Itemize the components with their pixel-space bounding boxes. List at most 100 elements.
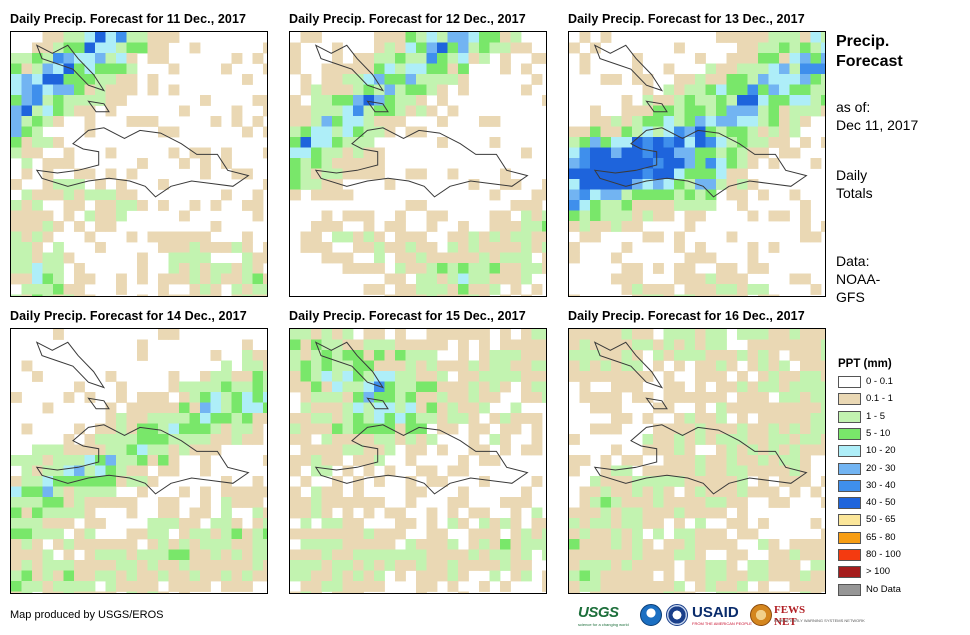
precip-cell xyxy=(11,116,22,127)
precip-cell xyxy=(489,116,501,127)
precip-cell xyxy=(590,507,601,519)
precip-cell xyxy=(737,465,748,477)
precip-cell xyxy=(21,95,33,106)
precip-cell xyxy=(332,371,343,382)
precip-cell xyxy=(600,570,612,582)
precip-cell xyxy=(405,242,417,253)
precip-cell xyxy=(11,549,22,561)
precip-cell xyxy=(621,179,633,190)
precip-cell xyxy=(621,284,633,295)
precip-cell xyxy=(210,402,222,414)
precip-cell xyxy=(642,116,654,127)
precip-cell xyxy=(653,294,664,296)
precip-cell xyxy=(63,581,75,592)
precip-cell xyxy=(447,53,459,64)
precip-cell xyxy=(32,284,43,295)
precip-cell xyxy=(800,339,811,351)
precip-cell xyxy=(590,116,601,127)
precip-cell xyxy=(137,339,148,351)
precip-cell xyxy=(321,570,333,582)
precip-cell xyxy=(737,455,748,466)
precip-cell xyxy=(590,158,601,169)
precip-cell xyxy=(632,158,643,169)
precip-cell xyxy=(579,350,591,361)
precip-cell xyxy=(458,273,469,285)
precip-cell xyxy=(684,252,696,264)
precip-cell xyxy=(653,486,664,498)
precip-cell xyxy=(810,434,822,445)
precip-cell xyxy=(42,63,54,75)
precip-cell xyxy=(800,63,811,75)
precip-cell xyxy=(600,528,612,540)
precip-cell xyxy=(758,392,769,403)
precip-cell xyxy=(684,434,696,445)
precip-cell xyxy=(53,53,64,64)
precip-cell xyxy=(321,221,333,232)
precip-cell xyxy=(21,105,33,117)
precip-cell xyxy=(611,200,622,211)
precip-cell xyxy=(11,518,22,529)
precip-cell xyxy=(695,465,706,477)
precip-cell xyxy=(63,518,75,529)
precip-cell xyxy=(447,402,459,414)
precip-cell xyxy=(63,539,75,550)
precip-cell xyxy=(510,560,522,571)
precip-cell xyxy=(353,231,364,243)
precip-cell xyxy=(95,486,106,498)
precip-cell xyxy=(674,392,685,403)
precip-cell xyxy=(311,242,322,253)
precip-cell xyxy=(395,252,406,264)
precip-cell xyxy=(21,423,33,435)
precip-cell xyxy=(311,116,322,127)
precip-cell xyxy=(374,74,385,85)
precip-cell xyxy=(716,168,727,180)
usaid-logo: USAID xyxy=(692,604,739,621)
precip-cell xyxy=(747,486,759,498)
precip-cell xyxy=(542,371,546,382)
precip-cell xyxy=(221,263,232,274)
precip-cell xyxy=(42,444,54,456)
precip-cell xyxy=(632,189,643,201)
precip-cell xyxy=(821,74,825,85)
precip-cell xyxy=(569,137,580,148)
precip-cell xyxy=(74,476,85,487)
precip-cell xyxy=(674,242,685,253)
precip-cell xyxy=(300,518,312,529)
precip-cell xyxy=(168,465,180,477)
precip-cell xyxy=(53,455,64,466)
precip-cell xyxy=(53,560,64,571)
precip-cell xyxy=(32,560,43,571)
precip-cell xyxy=(600,210,612,222)
precip-cell xyxy=(63,158,75,169)
precip-cell xyxy=(695,423,706,435)
precip-cell xyxy=(426,413,438,424)
precip-cell xyxy=(663,591,675,593)
precip-cell xyxy=(353,116,364,127)
precip-cell xyxy=(789,549,801,561)
precip-cell xyxy=(242,74,253,85)
precip-cell xyxy=(105,42,117,54)
precip-cell xyxy=(663,137,675,148)
precip-cell xyxy=(768,350,780,361)
precip-cell xyxy=(405,360,417,372)
precip-cell xyxy=(311,231,322,243)
precip-cell xyxy=(32,147,43,159)
precip-cell xyxy=(458,339,469,351)
precip-cell xyxy=(674,137,685,148)
precip-cell xyxy=(726,95,738,106)
precip-cell xyxy=(468,273,480,285)
precip-cell xyxy=(695,518,706,529)
precip-cell xyxy=(479,231,490,243)
precip-cell xyxy=(642,339,654,351)
precip-cell xyxy=(252,528,264,540)
precip-cell xyxy=(705,528,717,540)
precip-cell xyxy=(758,570,769,582)
precip-cell xyxy=(363,53,375,64)
precip-cell xyxy=(521,497,532,508)
precip-cell xyxy=(74,381,85,393)
precip-cell xyxy=(600,455,612,466)
precip-cell xyxy=(84,32,96,43)
precip-cell xyxy=(632,560,643,571)
precip-cell xyxy=(600,158,612,169)
precip-cell xyxy=(695,252,706,264)
